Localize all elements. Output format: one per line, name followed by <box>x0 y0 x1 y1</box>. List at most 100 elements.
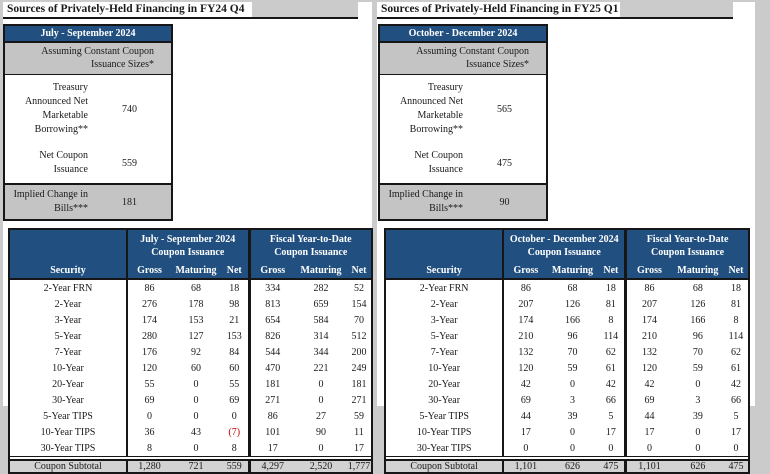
value-cell: 813 <box>247 296 295 312</box>
value-cell: 470 <box>247 360 295 376</box>
value-cell: 826 <box>247 328 295 344</box>
net-column-header: Net <box>347 260 372 280</box>
issuance-table-header: October - December 2024 Coupon Issuance … <box>385 229 749 280</box>
value-cell: 96 <box>567 330 578 342</box>
value-cell: 17 <box>354 442 364 454</box>
assumption-note: Assuming Constant Coupon Issuance Sizes* <box>4 42 172 75</box>
value-cell: 584 <box>313 314 329 326</box>
value-cell: 271 <box>247 392 295 408</box>
value-cell: 70 <box>692 346 703 358</box>
value-cell: 0 <box>502 440 548 457</box>
value-cell: 55 <box>126 376 171 392</box>
value-cell: 181 <box>247 376 295 392</box>
value-cell: 69 <box>229 394 240 406</box>
document-page: { "colors": { "page_background": "#CBCBC… <box>3 2 755 474</box>
background-notch <box>252 2 358 17</box>
security-cell: 2-Year <box>54 298 82 310</box>
table-row: 2-Year 207 126 81 207 126 81 <box>385 296 749 312</box>
security-cell: 5-Year TIPS <box>419 410 469 422</box>
summary-row-net-coupon: Net Coupon Issuance 559 <box>4 143 172 185</box>
value-cell: 66 <box>605 394 616 406</box>
table-row: 10-Year 120 59 61 120 59 61 <box>385 360 749 376</box>
value-cell: 5 <box>608 410 614 422</box>
quarter-summary-table: July - September 2024 Assuming Constant … <box>3 24 173 221</box>
table-row: 3-Year 174 153 21 654 584 70 <box>9 312 372 328</box>
value-cell: 181 <box>351 378 367 390</box>
value-cell: 132 <box>624 344 672 360</box>
value-cell: 18 <box>730 282 741 294</box>
row-value: 90 <box>463 184 547 220</box>
security-cell: 30-Year <box>428 394 461 406</box>
group-header-row: October - December 2024 Coupon Issuance … <box>385 229 749 260</box>
value-cell: 96 <box>692 330 703 342</box>
value-cell: 0 <box>193 442 199 454</box>
value-cell: 178 <box>188 298 204 310</box>
value-cell: 5 <box>733 410 739 422</box>
table-row: 30-Year TIPS 0 0 0 0 0 0 <box>385 440 749 457</box>
value-cell: 61 <box>605 362 616 374</box>
value-cell: 0 <box>695 426 701 438</box>
value-cell: 86 <box>502 279 548 296</box>
table-row: 30-Year 69 3 66 69 3 66 <box>385 392 749 408</box>
value-cell: 59 <box>354 410 364 422</box>
column-header-row: Security Gross Maturing Net Gross Maturi… <box>9 260 372 280</box>
value-cell: 280 <box>126 328 171 344</box>
table-row: 30-Year 69 0 69 271 0 271 <box>9 392 372 408</box>
value-cell: 334 <box>247 279 295 296</box>
period-header: July - September 2024 <box>4 25 172 43</box>
value-cell: 17 <box>624 424 672 440</box>
value-cell: 68 <box>692 282 703 294</box>
security-cell: 2-Year FRN <box>43 282 93 294</box>
subtotal-value: 2,520 <box>295 459 347 473</box>
security-cell: 10-Year <box>52 362 84 374</box>
table-row: 5-Year 280 127 153 826 314 512 <box>9 328 372 344</box>
issuance-table-body: 2-Year FRN 86 68 18 334 282 52 2-Year 276 178 98 81… <box>9 279 372 457</box>
fy24-q4-panel: Sources of Privately-Held Financing in F… <box>3 2 373 474</box>
security-cell: 30-Year <box>52 394 84 406</box>
row-value: 475 <box>463 143 547 185</box>
value-cell: 39 <box>692 410 703 422</box>
value-cell: 0 <box>569 426 575 438</box>
value-cell: 66 <box>730 394 741 406</box>
value-cell: 59 <box>567 362 578 374</box>
row-label: Implied Change in Bills*** <box>4 184 88 220</box>
summary-period-header-row: October - December 2024 <box>379 25 547 43</box>
fy24-q4-title-row: Sources of Privately-Held Financing in F… <box>3 2 358 19</box>
table-row: 2-Year 276 178 98 813 659 154 <box>9 296 372 312</box>
value-cell: 90 <box>316 426 326 438</box>
security-cell: 10-Year TIPS <box>416 426 472 438</box>
issuance-table-footer: Coupon Subtotal 1,280 721 559 4,297 2,52… <box>9 456 372 473</box>
value-cell: 207 <box>502 296 548 312</box>
value-cell: 0 <box>624 440 672 457</box>
value-cell: 0 <box>231 410 237 422</box>
security-cell: 10-Year TIPS <box>40 426 96 438</box>
row-label: Treasury Announced Net Marketable Borrow… <box>24 82 88 135</box>
value-cell: 70 <box>354 314 364 326</box>
summary-row-borrowing: Treasury Announced Net Marketable Borrow… <box>4 75 172 144</box>
value-cell: 210 <box>624 328 672 344</box>
table-row: 2-Year FRN 86 68 18 86 68 18 <box>385 279 749 296</box>
value-cell: 84 <box>229 346 240 358</box>
subtotal-value: 1,101 <box>624 459 672 473</box>
net-column-header: Net <box>597 260 626 280</box>
value-cell: 8 <box>608 314 614 326</box>
value-cell: 86 <box>624 279 672 296</box>
quarter-group-header: July - September 2024 Coupon Issuance <box>126 229 249 260</box>
value-cell: 271 <box>351 394 367 406</box>
subtotal-value: 626 <box>671 459 724 473</box>
subtotal-value: 475 <box>723 459 749 473</box>
value-cell: 42 <box>605 378 616 390</box>
value-cell: 114 <box>603 330 619 342</box>
issuance-table-footer: Coupon Subtotal 1,101 626 475 1,101 626 … <box>385 456 749 473</box>
row-value: 565 <box>497 103 512 115</box>
value-cell: 39 <box>567 410 578 422</box>
maturing-column-header: Maturing <box>171 260 221 280</box>
summary-row-implied-bills: Implied Change in Bills*** 90 <box>379 184 547 220</box>
row-label: Implied Change in Bills*** <box>379 184 463 220</box>
table-row: 2-Year FRN 86 68 18 334 282 52 <box>9 279 372 296</box>
subtotal-value: 1,280 <box>126 459 171 473</box>
value-cell: 18 <box>605 282 616 294</box>
security-column-header: Security <box>385 260 504 280</box>
value-cell: 0 <box>318 442 324 454</box>
issuance-table-header: July - September 2024 Coupon Issuance Fi… <box>9 229 372 280</box>
